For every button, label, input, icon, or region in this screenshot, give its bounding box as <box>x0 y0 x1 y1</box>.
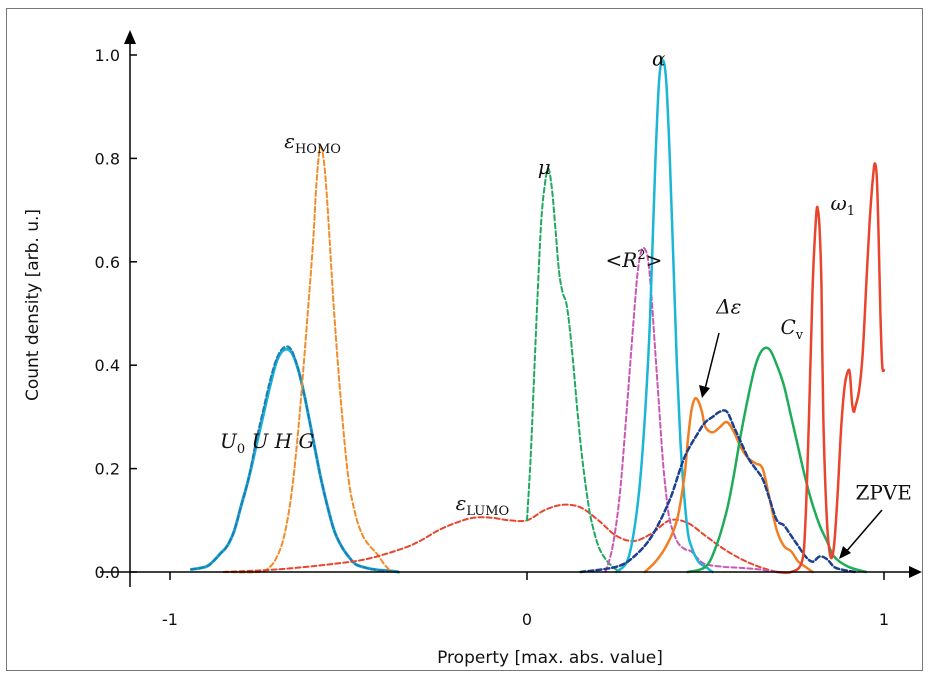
annotation-delta_eps: Δε <box>715 295 741 319</box>
zpve-arrowhead <box>839 546 851 559</box>
series-line-delta_eps <box>643 396 814 574</box>
y-tick-label: 0.6 <box>95 253 120 272</box>
y-tick-label: 0.4 <box>95 356 120 375</box>
axes-layer <box>100 30 922 587</box>
series-line-eps_lumo <box>222 503 778 573</box>
series-line-omega1 <box>775 162 886 574</box>
series-line-U0 <box>189 347 400 574</box>
zpve-arrow <box>844 509 883 554</box>
series-line-ZPVE <box>579 409 857 574</box>
annotation-eps_homo: εHOMO <box>284 129 341 157</box>
series-line-eps_homo <box>222 145 393 574</box>
annotation-omega1: ω1 <box>830 191 855 219</box>
annotation-Cv: Cv <box>780 315 803 343</box>
arrows-layer <box>699 332 883 559</box>
x-tick-label: 0 <box>522 610 532 629</box>
x-tick-label: -1 <box>162 610 178 629</box>
curves-layer <box>189 58 886 574</box>
x-tick-label: 1 <box>879 610 889 629</box>
annotation-UHG: U0 U H G <box>220 429 315 457</box>
y-axis-arrow <box>124 30 136 44</box>
delta-eps-arrowhead <box>699 385 710 398</box>
y-tick-label: 1.0 <box>95 46 120 65</box>
annotation-mu: μ <box>538 155 551 179</box>
delta-eps-arrow <box>703 332 720 394</box>
annotation-ZPVE: ZPVE <box>855 481 911 505</box>
annotations-layer: U0 U H G εHOMO εLUMO μ <R2> α Δε Cv ω1 ZPVE <box>220 46 912 519</box>
y-axis-label: Count density [arb. u.] <box>23 209 43 401</box>
series-line-Cv <box>686 346 868 574</box>
annotation-R2: <R2> <box>606 248 663 272</box>
ticks-layer: 0.0 0.2 0.4 0.6 0.8 1.0 -1 0 1 <box>95 46 890 629</box>
series-line-R2 <box>604 246 778 573</box>
y-tick-label: 0.0 <box>95 563 120 582</box>
annotation-alpha: α <box>652 46 666 70</box>
annotation-eps_lumo: εLUMO <box>456 491 510 519</box>
y-tick-label: 0.2 <box>95 460 120 479</box>
x-axis-arrow <box>909 566 922 578</box>
x-axis-label: Property [max. abs. value] <box>437 648 663 668</box>
series-line-alpha <box>615 58 714 574</box>
y-tick-label: 0.8 <box>95 149 120 168</box>
figure-border <box>6 8 923 671</box>
series-line-mu <box>526 167 621 573</box>
